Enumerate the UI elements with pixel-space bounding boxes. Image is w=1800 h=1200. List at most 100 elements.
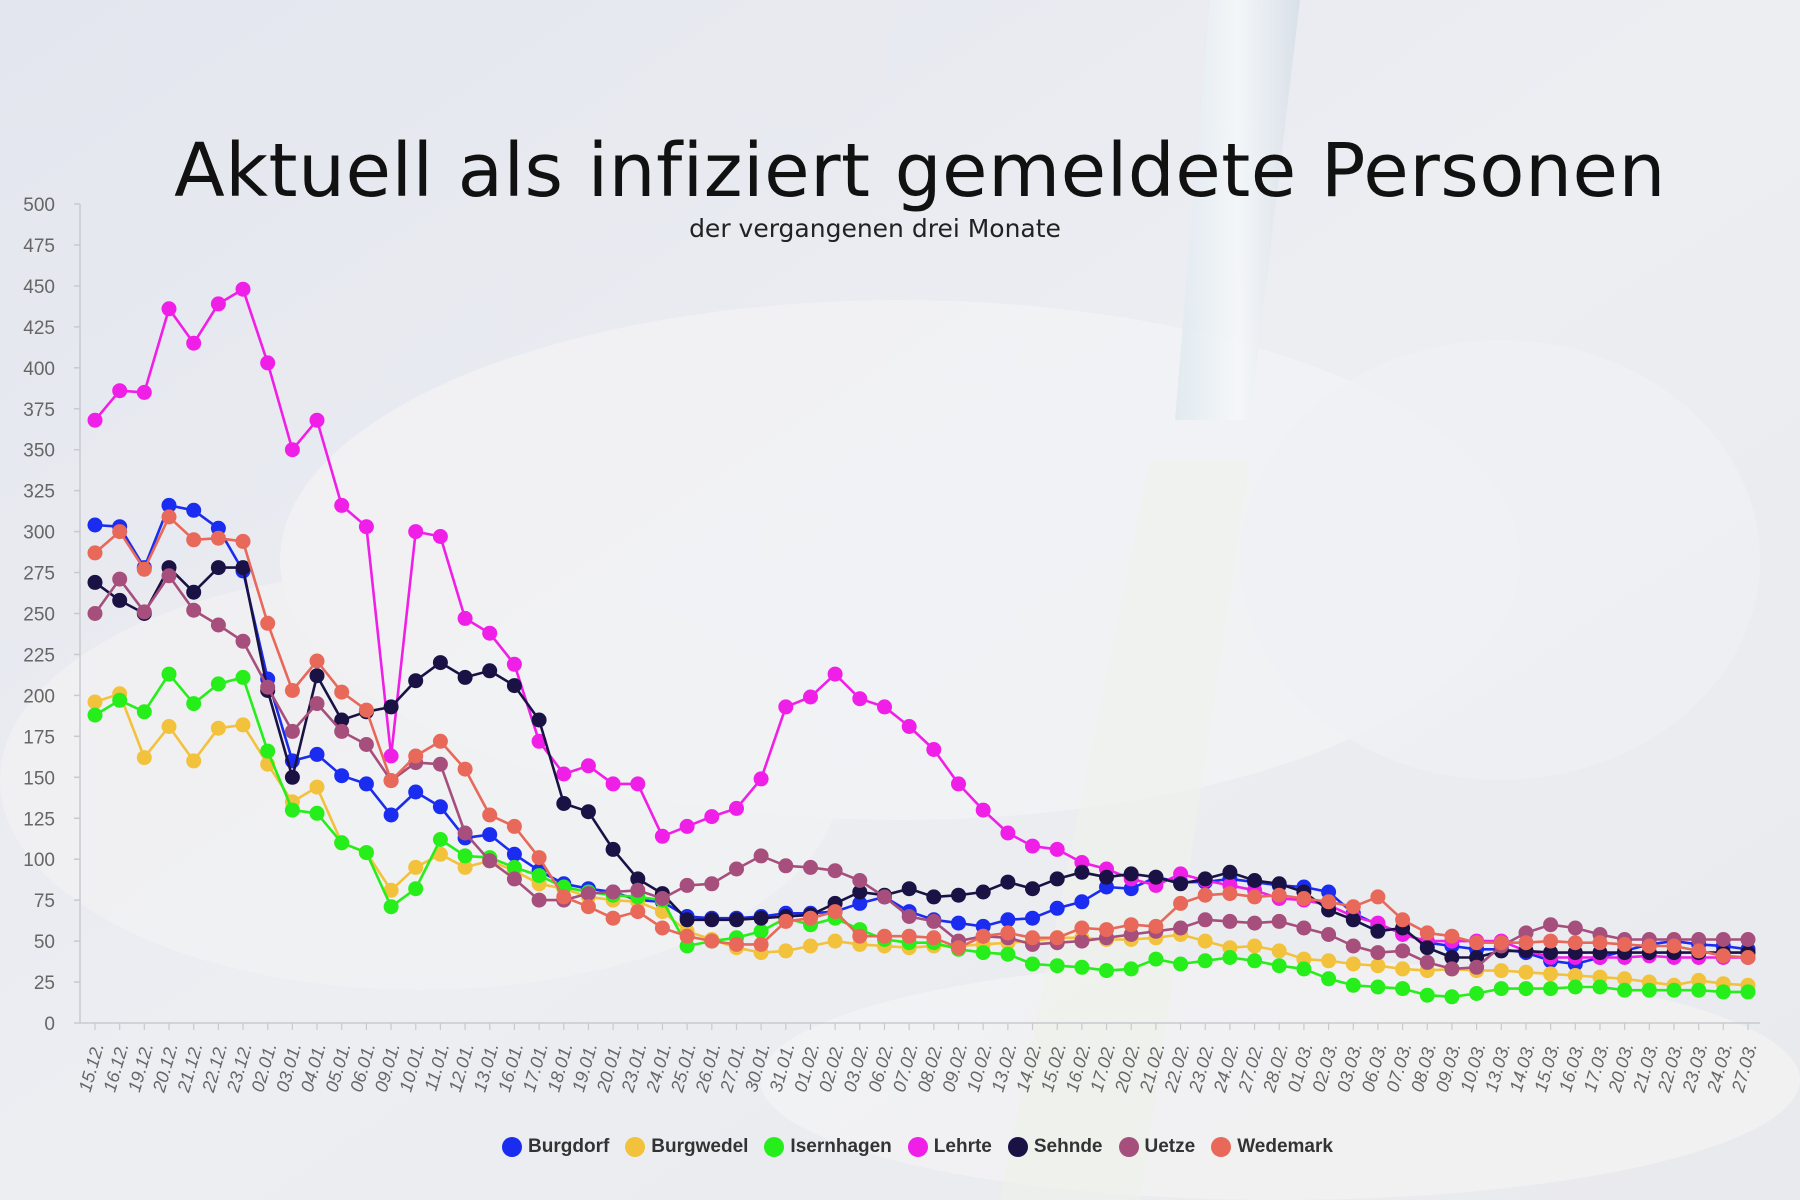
y-tick-label: 100 xyxy=(23,850,55,871)
data-point xyxy=(432,655,448,671)
data-point xyxy=(506,818,522,834)
data-point xyxy=(827,666,843,682)
y-tick-label: 475 xyxy=(23,236,55,257)
data-point xyxy=(1469,935,1485,951)
data-point xyxy=(926,889,942,905)
legend-label: Burgwedel xyxy=(651,1136,749,1157)
legend: Burgdorf Burgwedel Isernhagen Lehrte Sehnde U… xyxy=(0,1136,1800,1158)
data-point xyxy=(1123,917,1139,933)
data-point xyxy=(235,533,251,549)
data-point xyxy=(531,712,547,728)
data-point xyxy=(1740,932,1756,947)
legend-swatch-icon xyxy=(502,1137,523,1157)
data-point xyxy=(778,943,794,959)
data-point xyxy=(1518,981,1534,997)
data-point xyxy=(1419,940,1435,956)
data-point xyxy=(1419,954,1435,970)
data-point xyxy=(1099,922,1114,938)
data-point xyxy=(1000,946,1016,962)
data-point xyxy=(1370,979,1386,995)
data-point xyxy=(1222,864,1238,880)
data-point xyxy=(408,673,424,689)
y-tick-label: 250 xyxy=(23,605,55,626)
y-tick-label: 225 xyxy=(23,645,55,666)
x-axis: 15.12.16.12.19.12.20.12.21.12.22.12.23.1… xyxy=(75,1022,1761,1095)
data-point xyxy=(975,928,991,944)
data-point xyxy=(408,881,424,897)
data-point xyxy=(432,733,448,749)
data-point xyxy=(1543,981,1559,997)
data-point xyxy=(408,784,424,800)
data-point xyxy=(1345,912,1361,928)
data-point xyxy=(186,696,202,712)
data-point xyxy=(1099,963,1114,979)
legend-item-lehrte[interactable]: Lehrte xyxy=(907,1136,992,1158)
data-point xyxy=(1197,871,1213,887)
data-point xyxy=(432,846,448,862)
data-point xyxy=(531,733,547,749)
data-point xyxy=(877,699,892,715)
data-point xyxy=(284,683,300,698)
data-point xyxy=(260,679,276,695)
legend-swatch-icon xyxy=(1118,1137,1139,1157)
data-point xyxy=(210,617,226,633)
data-point xyxy=(1000,925,1016,941)
data-point xyxy=(1691,932,1707,947)
data-point xyxy=(704,809,720,825)
data-point xyxy=(1321,894,1337,910)
data-point xyxy=(679,928,695,944)
data-point xyxy=(1049,958,1065,974)
data-point xyxy=(1493,935,1509,951)
data-point xyxy=(1715,984,1731,1000)
data-point xyxy=(506,678,522,694)
data-point xyxy=(901,928,917,944)
data-point xyxy=(1321,953,1337,969)
data-point xyxy=(852,884,868,900)
data-point xyxy=(432,529,448,544)
data-point xyxy=(457,669,473,685)
data-point xyxy=(334,835,350,851)
legend-item-burgdorf[interactable]: Burgdorf xyxy=(502,1136,609,1158)
data-point xyxy=(901,909,917,924)
legend-swatch-icon xyxy=(625,1137,646,1157)
data-point xyxy=(1074,864,1090,880)
data-point xyxy=(1271,887,1287,903)
data-point xyxy=(358,776,374,792)
y-tick-label: 125 xyxy=(23,809,55,830)
data-point xyxy=(383,899,399,915)
data-point xyxy=(1148,918,1164,934)
data-point xyxy=(729,912,744,928)
data-point xyxy=(827,933,843,949)
data-point xyxy=(1370,958,1386,974)
data-point xyxy=(1740,984,1756,1000)
data-point xyxy=(1222,886,1238,902)
data-point xyxy=(1641,938,1657,954)
data-point xyxy=(1296,920,1312,936)
series-uetze xyxy=(87,568,1756,977)
data-point xyxy=(1567,979,1583,995)
data-point xyxy=(482,853,498,869)
data-point xyxy=(1691,982,1707,998)
data-point xyxy=(210,296,226,312)
data-point xyxy=(877,928,892,944)
data-point xyxy=(482,663,498,679)
data-point xyxy=(852,691,868,707)
data-point xyxy=(753,936,769,952)
data-point xyxy=(901,719,917,734)
data-point xyxy=(704,912,720,928)
legend-item-wedemark[interactable]: Wedemark xyxy=(1211,1136,1333,1158)
legend-item-burgwedel[interactable]: Burgwedel xyxy=(625,1136,748,1158)
y-tick-label: 325 xyxy=(23,482,55,503)
data-point xyxy=(186,335,202,351)
data-point xyxy=(1296,891,1312,906)
legend-item-isernhagen[interactable]: Isernhagen xyxy=(764,1136,892,1158)
legend-item-uetze[interactable]: Uetze xyxy=(1118,1136,1195,1158)
data-point xyxy=(1049,930,1065,946)
data-point xyxy=(482,827,498,843)
data-point xyxy=(136,384,152,400)
data-point xyxy=(729,861,744,877)
data-point xyxy=(1444,928,1460,944)
data-point xyxy=(334,768,350,784)
legend-item-sehnde[interactable]: Sehnde xyxy=(1007,1136,1103,1158)
